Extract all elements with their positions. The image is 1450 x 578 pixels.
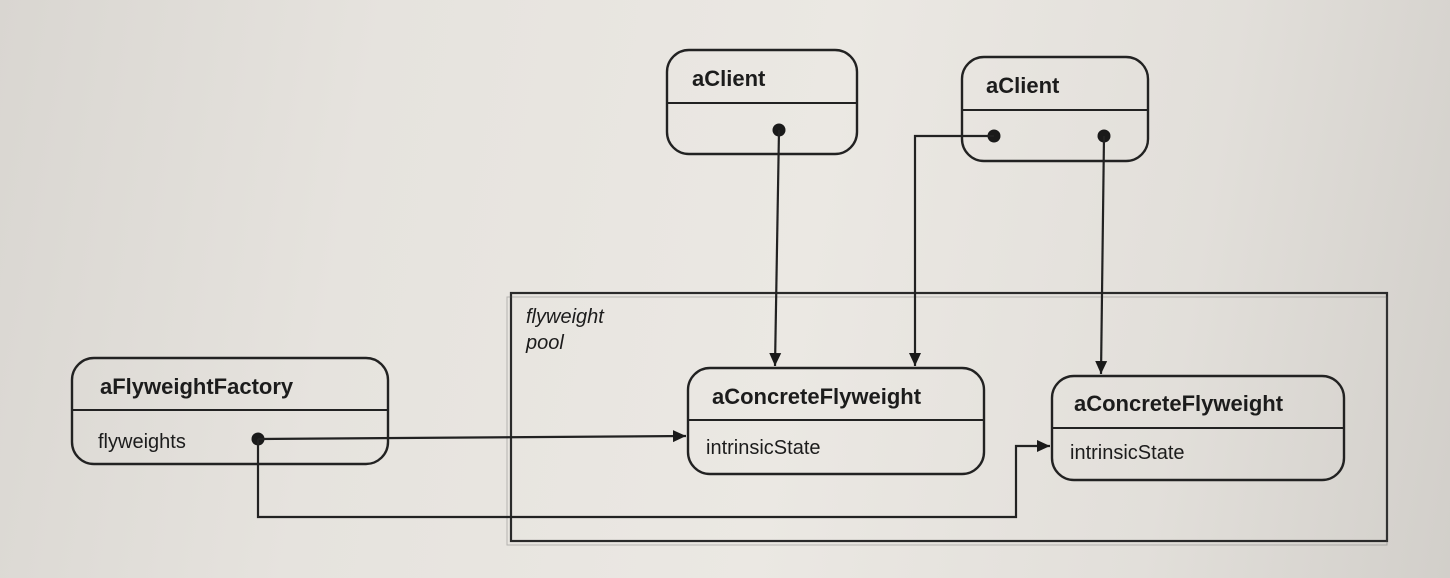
reference-arrow (775, 130, 779, 366)
flyweight-title-1: aConcreteFlyweight (712, 384, 922, 409)
client-object-1: aClient (667, 50, 857, 154)
factory-attribute: flyweights (98, 431, 186, 453)
flyweight-attribute-1: intrinsicState (706, 437, 821, 459)
pool-label-line1: flyweight (526, 306, 605, 328)
client-title-2: aClient (986, 73, 1060, 98)
flyweight-title-2: aConcreteFlyweight (1074, 391, 1284, 416)
concrete-flyweight-1: aConcreteFlyweight intrinsicState (688, 368, 984, 474)
pool-label-line2: pool (525, 332, 564, 354)
flyweight-attribute-2: intrinsicState (1070, 442, 1185, 464)
reference-arrow (258, 436, 686, 439)
client-object-2: aClient (962, 57, 1148, 161)
reference-arrow (915, 136, 994, 366)
reference-arrow (1101, 136, 1104, 374)
concrete-flyweight-2: aConcreteFlyweight intrinsicState (1052, 376, 1344, 480)
factory-object: aFlyweightFactory flyweights (72, 358, 388, 464)
client-title-1: aClient (692, 66, 766, 91)
factory-title: aFlyweightFactory (100, 374, 294, 399)
reference-arrow (258, 439, 1050, 517)
